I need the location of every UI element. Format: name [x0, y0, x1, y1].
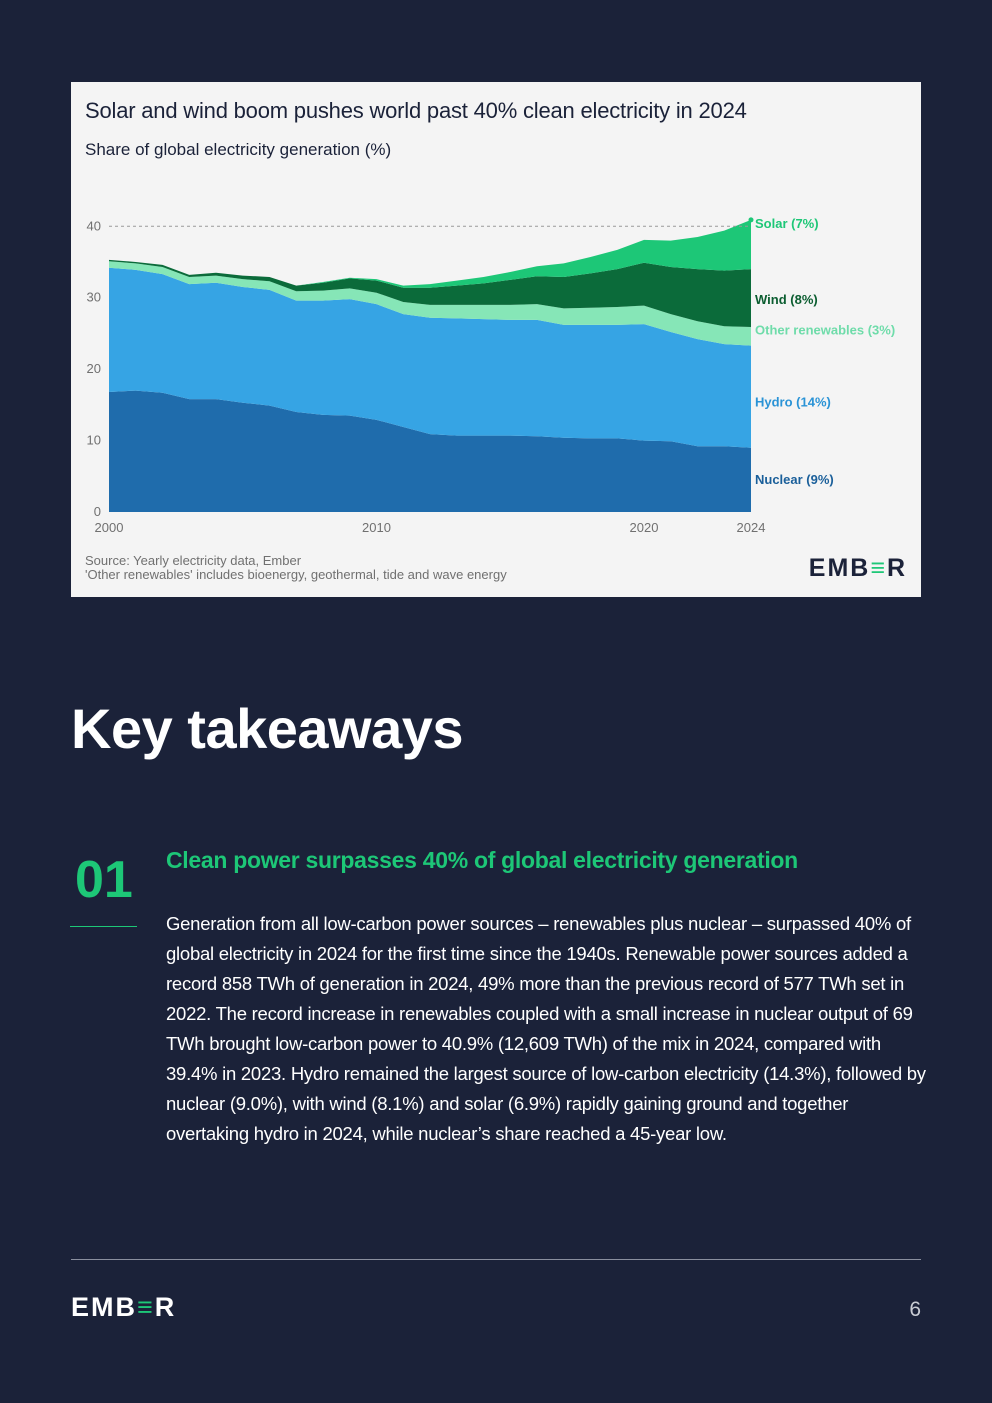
y-tick-label: 40	[87, 218, 101, 233]
area-series-solar	[109, 219, 751, 288]
chart-ember-logo: EMB≡R	[809, 554, 907, 583]
chart-source: Source: Yearly electricity data, Ember '…	[85, 554, 507, 582]
logo-text-start: EMB	[808, 554, 871, 582]
y-tick-label: 0	[94, 504, 101, 519]
chart-card: 0 10 20 30 40 2000 2010 2020 2024 Nuclear (9%) Hyd…	[71, 82, 921, 597]
area-series-wind	[109, 259, 751, 327]
area-series-other-renewables	[109, 261, 751, 346]
stacked-area-chart: 0 10 20 30 40 2000 2010 2020 2024 Nuclear (9%) Hyd…	[87, 216, 896, 535]
takeaway-number-rule	[70, 926, 137, 927]
y-tick-label: 20	[87, 361, 101, 376]
series-label: Wind (8%)	[755, 292, 818, 307]
series-label: Solar (7%)	[755, 216, 819, 231]
logo-text-end: R	[886, 554, 907, 582]
area-series-hydro	[109, 267, 751, 448]
takeaway-body: Generation from all low-carbon power sou…	[166, 913, 926, 1144]
series-label: Nuclear (9%)	[755, 472, 834, 487]
logo-accent-e: ≡	[870, 554, 887, 582]
series-label: Other renewables (3%)	[755, 322, 895, 337]
chart-source-line: Source: Yearly electricity data, Ember	[85, 553, 302, 568]
series-label: Hydro (14%)	[755, 395, 831, 410]
x-tick-label: 2024	[737, 520, 766, 535]
chart-subtitle: Share of global electricity generation (…	[85, 140, 392, 159]
logo-text-start: EMB	[71, 1292, 137, 1322]
x-tick-label: 2020	[630, 520, 659, 535]
chart-title: Solar and wind boom pushes world past 40…	[85, 98, 747, 123]
page-number: 6	[909, 1298, 921, 1321]
footer-divider	[71, 1259, 921, 1260]
y-tick-label: 10	[87, 433, 101, 448]
area-series-nuclear	[109, 390, 751, 512]
takeaway-number: 01	[75, 851, 133, 909]
x-tick-label: 2010	[362, 520, 391, 535]
section-heading: Key takeaways	[71, 697, 464, 760]
end-point-marker	[748, 217, 754, 223]
logo-text-end: R	[154, 1292, 177, 1322]
logo-accent-e: ≡	[137, 1292, 155, 1322]
chart-note-line: 'Other renewables' includes bioenergy, g…	[85, 567, 507, 582]
footer-ember-logo: EMB≡R	[71, 1292, 176, 1323]
y-tick-label: 30	[87, 290, 101, 305]
takeaway-heading: Clean power surpasses 40% of global elec…	[166, 847, 798, 873]
x-tick-label: 2000	[95, 520, 124, 535]
